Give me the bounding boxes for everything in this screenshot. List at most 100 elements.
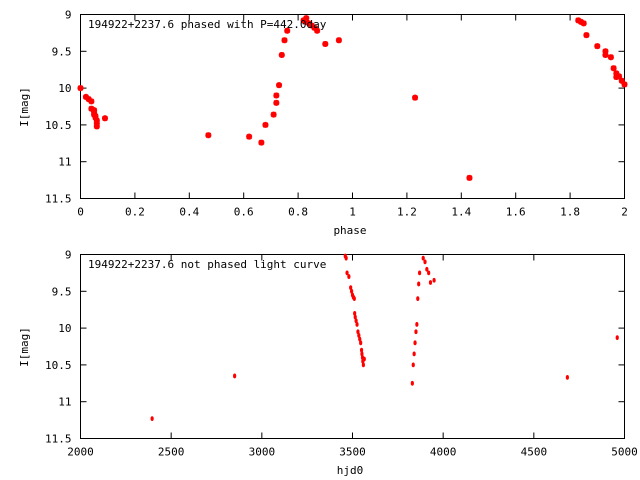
unphased-plot-frame (80, 254, 625, 439)
phased-x-tick-label: 0.6 (234, 206, 254, 219)
phased-data-point (276, 82, 283, 89)
unphased-x-axis-label: hjd0 (337, 464, 364, 477)
unphased-data-points (150, 253, 619, 422)
phased-data-point (246, 133, 253, 140)
unphased-data-point (352, 296, 356, 302)
unphased-y-tick-label: 11 (58, 396, 71, 409)
phased-data-point (205, 132, 212, 139)
phased-data-point (466, 174, 473, 181)
phased-data-point (258, 139, 265, 146)
unphased-data-point (427, 270, 431, 276)
phased-data-point (335, 37, 342, 44)
unphased-data-point (360, 351, 364, 357)
phased-x-tick-label: 0 (77, 206, 84, 219)
unphased-data-point (353, 310, 357, 316)
unphased-data-point (359, 340, 363, 346)
phased-data-point (303, 15, 310, 22)
unphased-data-point (410, 380, 414, 386)
unphased-data-point (412, 351, 416, 357)
unphased-data-point (362, 356, 366, 362)
unphased-data-point (414, 329, 418, 335)
phased-y-tick-label: 11 (58, 156, 71, 169)
phased-data-point (284, 27, 291, 34)
unphased-data-point (356, 329, 360, 335)
phased-y-tick-label: 9.5 (52, 45, 72, 58)
unphased-x-tick-label: 4500 (521, 446, 548, 459)
unphased-data-point (416, 296, 420, 302)
unphased-data-point (415, 322, 419, 327)
phased-data-point (602, 51, 609, 58)
unphased-x-tick-label: 3000 (249, 446, 276, 459)
phased-data-point (273, 99, 280, 106)
unphased-data-point (432, 277, 436, 283)
unphased-chart-panel: 2000 2500 3000 3500 4000 4500 5000 9 9.5 10 10.5 1… (18, 249, 638, 478)
phased-data-point (270, 111, 277, 118)
unphased-data-point (345, 270, 349, 276)
phased-x-axis-label: phase (333, 224, 366, 237)
phased-data-point (314, 27, 321, 34)
unphased-x-tick-label: 4000 (430, 446, 457, 459)
phased-data-point (101, 115, 108, 122)
unphased-x-tick-label: 2500 (158, 446, 185, 459)
phased-chart-panel: 0 0.2 0.4 0.6 0.8 1 1.2 1.4 1.6 1.8 2 9 9.5 10 10.5 11… (18, 9, 628, 238)
phased-data-point (93, 123, 100, 130)
phased-data-point (322, 40, 329, 47)
phased-x-tick-label: 2 (621, 206, 628, 219)
phased-data-point (281, 37, 288, 44)
phased-x-tick-labels: 0 0.2 0.4 0.6 0.8 1 1.2 1.4 1.6 1.8 2 (77, 206, 628, 219)
phased-y-tick-labels: 9 9.5 10 10.5 11 11.5 (45, 9, 72, 206)
unphased-data-point (353, 314, 357, 320)
phased-plot-frame (80, 14, 625, 199)
unphased-y-tick-label: 9 (65, 249, 72, 262)
phased-data-point (278, 51, 285, 58)
unphased-data-point (615, 335, 619, 341)
phased-data-point (92, 114, 99, 121)
phased-data-point (594, 43, 601, 50)
phased-chart-title: 194922+2237.6 phased with P=442.0day (88, 18, 327, 31)
unphased-data-point (413, 340, 417, 346)
unphased-data-point (417, 270, 422, 276)
phased-data-point (311, 24, 318, 31)
phased-data-point (273, 92, 280, 99)
unphased-data-point (411, 362, 415, 368)
unphased-axis-ticks (80, 254, 625, 439)
unphased-y-tick-label: 10.5 (45, 359, 72, 372)
unphased-data-point (349, 288, 354, 294)
unphased-x-tick-label: 2000 (67, 446, 94, 459)
phased-x-tick-label: 0.4 (179, 206, 199, 219)
phased-data-points (77, 15, 628, 181)
phased-data-point (583, 32, 590, 39)
unphased-data-point (425, 266, 429, 272)
phased-data-point (602, 48, 609, 55)
phased-y-tick-label: 10 (58, 82, 71, 95)
phased-y-tick-label: 10.5 (45, 119, 72, 132)
unphased-data-point (359, 347, 364, 353)
unphased-data-point (344, 255, 348, 261)
unphased-y-tick-label: 10 (58, 322, 71, 335)
phased-data-point (308, 22, 315, 29)
unphased-data-point (361, 362, 365, 368)
unphased-data-point (354, 318, 358, 324)
unphased-data-point (349, 285, 353, 291)
phased-x-tick-label: 0.2 (125, 206, 145, 219)
phased-data-point (82, 93, 89, 100)
phased-data-point (618, 77, 625, 84)
unphased-data-point (428, 280, 433, 285)
phased-data-point (85, 96, 92, 103)
unphased-x-tick-label: 5000 (611, 446, 638, 459)
unphased-data-point (421, 255, 425, 261)
phased-data-point (77, 85, 84, 92)
unphased-chart-title: 194922+2237.6 not phased light curve (88, 258, 326, 271)
phased-data-point (621, 81, 628, 88)
phased-x-tick-label: 1 (349, 206, 356, 219)
unphased-data-point (347, 274, 351, 279)
phased-data-point (580, 20, 587, 27)
phased-data-point (412, 94, 419, 101)
phased-data-point (613, 70, 620, 77)
phased-x-tick-label: 1.8 (560, 206, 580, 219)
phased-x-tick-label: 1.4 (451, 206, 471, 219)
unphased-x-tick-label: 3500 (339, 446, 366, 459)
phased-y-tick-label: 11.5 (45, 193, 72, 206)
phased-y-axis-label: I[mag] (18, 87, 31, 127)
